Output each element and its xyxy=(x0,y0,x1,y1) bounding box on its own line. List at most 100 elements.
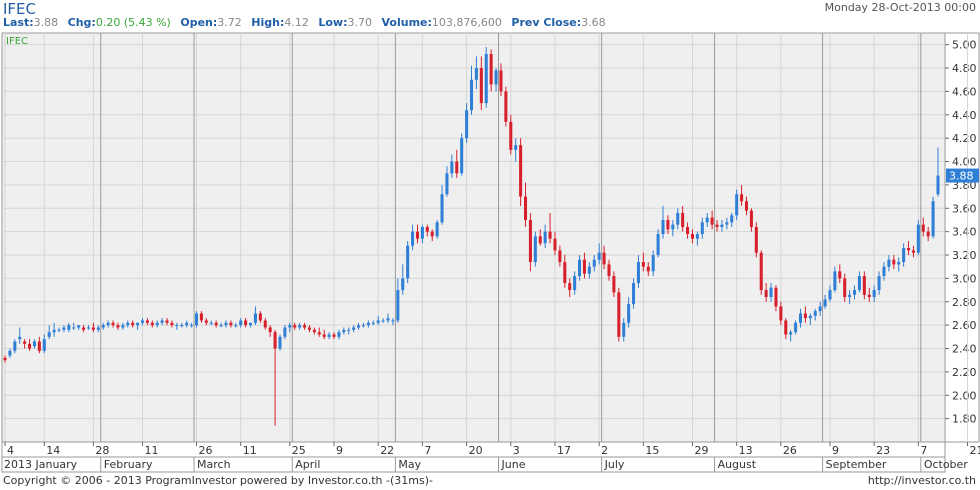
candle-body xyxy=(705,217,709,223)
candle-body xyxy=(700,222,704,234)
candle-body xyxy=(406,245,410,279)
x-tick-label: 2 xyxy=(601,444,608,457)
candle-body xyxy=(735,194,739,216)
open-value: 3.72 xyxy=(217,16,242,29)
candle-body xyxy=(710,217,714,225)
candle-body xyxy=(332,334,336,337)
candle-body xyxy=(18,336,22,340)
candle-body xyxy=(484,54,488,104)
candle-body xyxy=(916,224,920,253)
x-tick-label: 25 xyxy=(292,444,306,457)
candle-body xyxy=(764,290,768,298)
candle-body xyxy=(548,231,552,239)
x-axis-months xyxy=(1,456,946,473)
candle-body xyxy=(632,283,636,305)
chg-value: 0.20 (5.43 %) xyxy=(95,16,171,29)
candle-body xyxy=(612,276,616,293)
month-label: April xyxy=(295,458,320,471)
candle-body xyxy=(435,222,439,237)
candle-body xyxy=(445,173,449,195)
candle-body xyxy=(533,236,537,263)
x-tick-label: 17 xyxy=(557,444,571,457)
y-tick-label: 3.20 xyxy=(952,249,977,262)
last-price-box xyxy=(946,168,979,183)
candle-body xyxy=(77,325,81,328)
site-url[interactable]: http://investor.co.th xyxy=(867,474,976,487)
quote-bar: Last:3.88 Chg:0.20 (5.43 %) Open:3.72 Hi… xyxy=(3,16,612,29)
plot-area xyxy=(1,32,946,443)
symbol-title: IFEC xyxy=(3,0,37,18)
candle-body xyxy=(838,271,842,279)
candle-body xyxy=(553,238,557,251)
candle-body xyxy=(474,68,478,80)
month-label: May xyxy=(398,458,421,471)
candle-body xyxy=(180,325,184,327)
y-tick-label: 3.00 xyxy=(952,272,977,285)
candle-body xyxy=(607,264,611,277)
candle-body xyxy=(337,332,341,337)
candle-body xyxy=(646,266,650,272)
candle-body xyxy=(907,248,911,251)
candle-body xyxy=(244,320,248,326)
candle-body xyxy=(627,304,631,323)
candle-body xyxy=(494,70,498,85)
candle-body xyxy=(759,252,763,291)
candle-body xyxy=(165,320,169,323)
candle-body xyxy=(327,334,331,337)
candle-body xyxy=(371,322,375,324)
candle-body xyxy=(455,161,459,174)
y-tick-label: 3.40 xyxy=(952,226,977,239)
candle-body xyxy=(926,231,930,237)
prev-close-value: 3.68 xyxy=(581,16,606,29)
candle-body xyxy=(160,320,164,323)
candle-body xyxy=(155,322,159,326)
candle-body xyxy=(415,231,420,239)
y-tick-label: 2.60 xyxy=(952,319,977,332)
x-tick-label: 20 xyxy=(469,444,483,457)
candle-body xyxy=(288,325,292,328)
candle-body xyxy=(67,325,71,330)
candle-body xyxy=(381,320,385,322)
open-label: Open: xyxy=(180,16,218,29)
candle-body xyxy=(3,357,7,361)
candle-body xyxy=(361,325,365,327)
candle-body xyxy=(106,322,110,326)
volume-value: 103,876,600 xyxy=(431,16,502,29)
candle-body xyxy=(465,110,469,139)
candle-body xyxy=(779,306,783,321)
candle-body xyxy=(897,262,901,265)
x-tick-label: 9 xyxy=(336,444,343,457)
y-tick-label: 2.40 xyxy=(952,343,977,356)
y-tick-label: 4.20 xyxy=(952,132,977,145)
candle-body xyxy=(568,283,572,291)
candle-body xyxy=(597,252,601,260)
candle-body xyxy=(111,322,115,326)
candle-body xyxy=(573,276,577,291)
candle-body xyxy=(803,313,807,319)
candle-body xyxy=(136,322,140,326)
candle-body xyxy=(686,226,690,234)
candle-body xyxy=(872,290,876,298)
candle-body xyxy=(298,325,302,328)
candle-body xyxy=(52,329,56,333)
month-label: October xyxy=(924,458,968,471)
candle-body xyxy=(676,212,680,225)
candle-body xyxy=(42,339,46,351)
candle-body xyxy=(209,322,213,324)
candle-body xyxy=(582,259,586,274)
candle-body xyxy=(519,145,523,197)
candle-body xyxy=(740,194,744,202)
high-label: High: xyxy=(251,16,285,29)
candle-body xyxy=(347,329,351,331)
candle-body xyxy=(543,231,547,244)
candle-body xyxy=(882,266,886,277)
candle-body xyxy=(57,329,61,331)
candle-body xyxy=(150,322,154,326)
candle-body xyxy=(190,325,194,327)
candle-body xyxy=(877,276,881,291)
x-tick-label: 7 xyxy=(424,444,431,457)
month-label: June xyxy=(501,458,526,471)
high-value: 4.12 xyxy=(284,16,309,29)
candle-body xyxy=(249,322,253,326)
